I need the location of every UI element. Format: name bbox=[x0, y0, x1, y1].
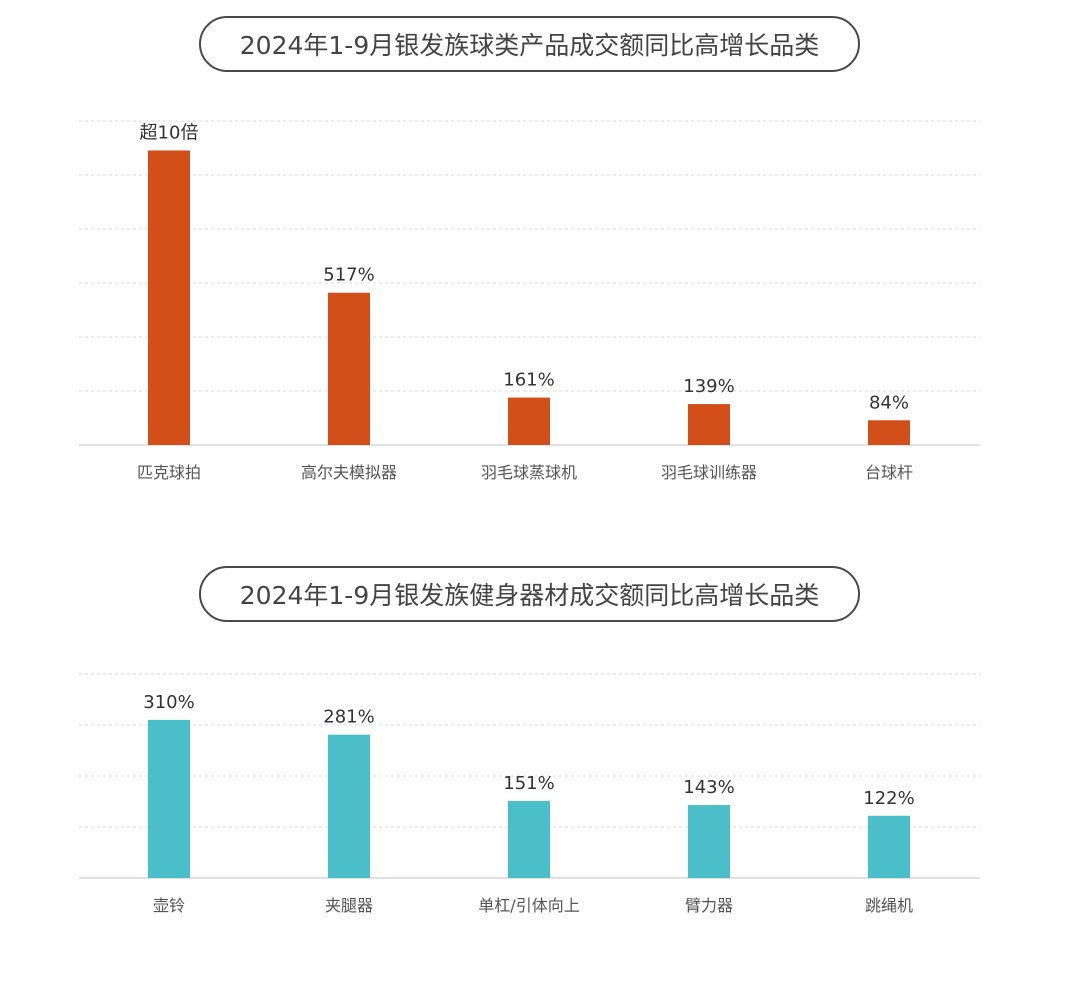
data-label-fitness-equipment-5: 122% bbox=[863, 788, 914, 809]
bar-fitness-equipment-3 bbox=[508, 800, 550, 878]
category-label-fitness-equipment-1: 壶铃 bbox=[153, 896, 185, 915]
bar-ball-sports-3 bbox=[508, 397, 550, 445]
bar-fitness-equipment-4 bbox=[688, 805, 730, 878]
bar-ball-sports-5 bbox=[868, 420, 910, 445]
category-label-ball-sports-2: 高尔夫模拟器 bbox=[301, 463, 397, 482]
category-label-ball-sports-1: 匹克球拍 bbox=[137, 463, 201, 482]
bar-ball-sports-1 bbox=[148, 150, 190, 446]
data-label-ball-sports-3: 161% bbox=[503, 370, 554, 391]
bar-ball-sports-4 bbox=[688, 404, 730, 445]
chart-title-ball-sports: 2024年1-9月银发族球类产品成交额同比高增长品类 bbox=[199, 16, 860, 72]
bar-fitness-equipment-5 bbox=[868, 815, 910, 878]
data-label-ball-sports-5: 84% bbox=[869, 392, 909, 413]
data-label-ball-sports-4: 139% bbox=[683, 376, 734, 397]
bar-fitness-equipment-1 bbox=[148, 719, 190, 878]
data-label-fitness-equipment-3: 151% bbox=[503, 773, 554, 794]
category-label-fitness-equipment-3: 单杠/引体向上 bbox=[478, 896, 579, 915]
category-label-ball-sports-4: 羽毛球训练器 bbox=[661, 463, 757, 482]
category-label-ball-sports-3: 羽毛球蒸球机 bbox=[481, 463, 577, 482]
category-label-ball-sports-5: 台球杆 bbox=[865, 463, 913, 482]
category-label-fitness-equipment-5: 跳绳机 bbox=[865, 896, 913, 915]
chart-title-fitness-equipment: 2024年1-9月银发族健身器材成交额同比高增长品类 bbox=[199, 566, 860, 622]
data-label-ball-sports-1: 超10倍 bbox=[140, 122, 199, 143]
category-label-fitness-equipment-2: 夹腿器 bbox=[325, 896, 373, 915]
data-label-ball-sports-2: 517% bbox=[323, 265, 374, 286]
data-label-fitness-equipment-4: 143% bbox=[683, 777, 734, 798]
bar-chart-fitness-equipment: 310% 壶铃 281% 夹腿器 151% 单杠/引体向上 143% 臂力器 122% 跳绳机 bbox=[79, 673, 980, 915]
bar-ball-sports-2 bbox=[328, 292, 370, 445]
category-label-fitness-equipment-4: 臂力器 bbox=[685, 896, 733, 915]
data-label-fitness-equipment-1: 310% bbox=[143, 692, 194, 713]
data-label-fitness-equipment-2: 281% bbox=[323, 707, 374, 728]
bar-fitness-equipment-2 bbox=[328, 734, 370, 878]
